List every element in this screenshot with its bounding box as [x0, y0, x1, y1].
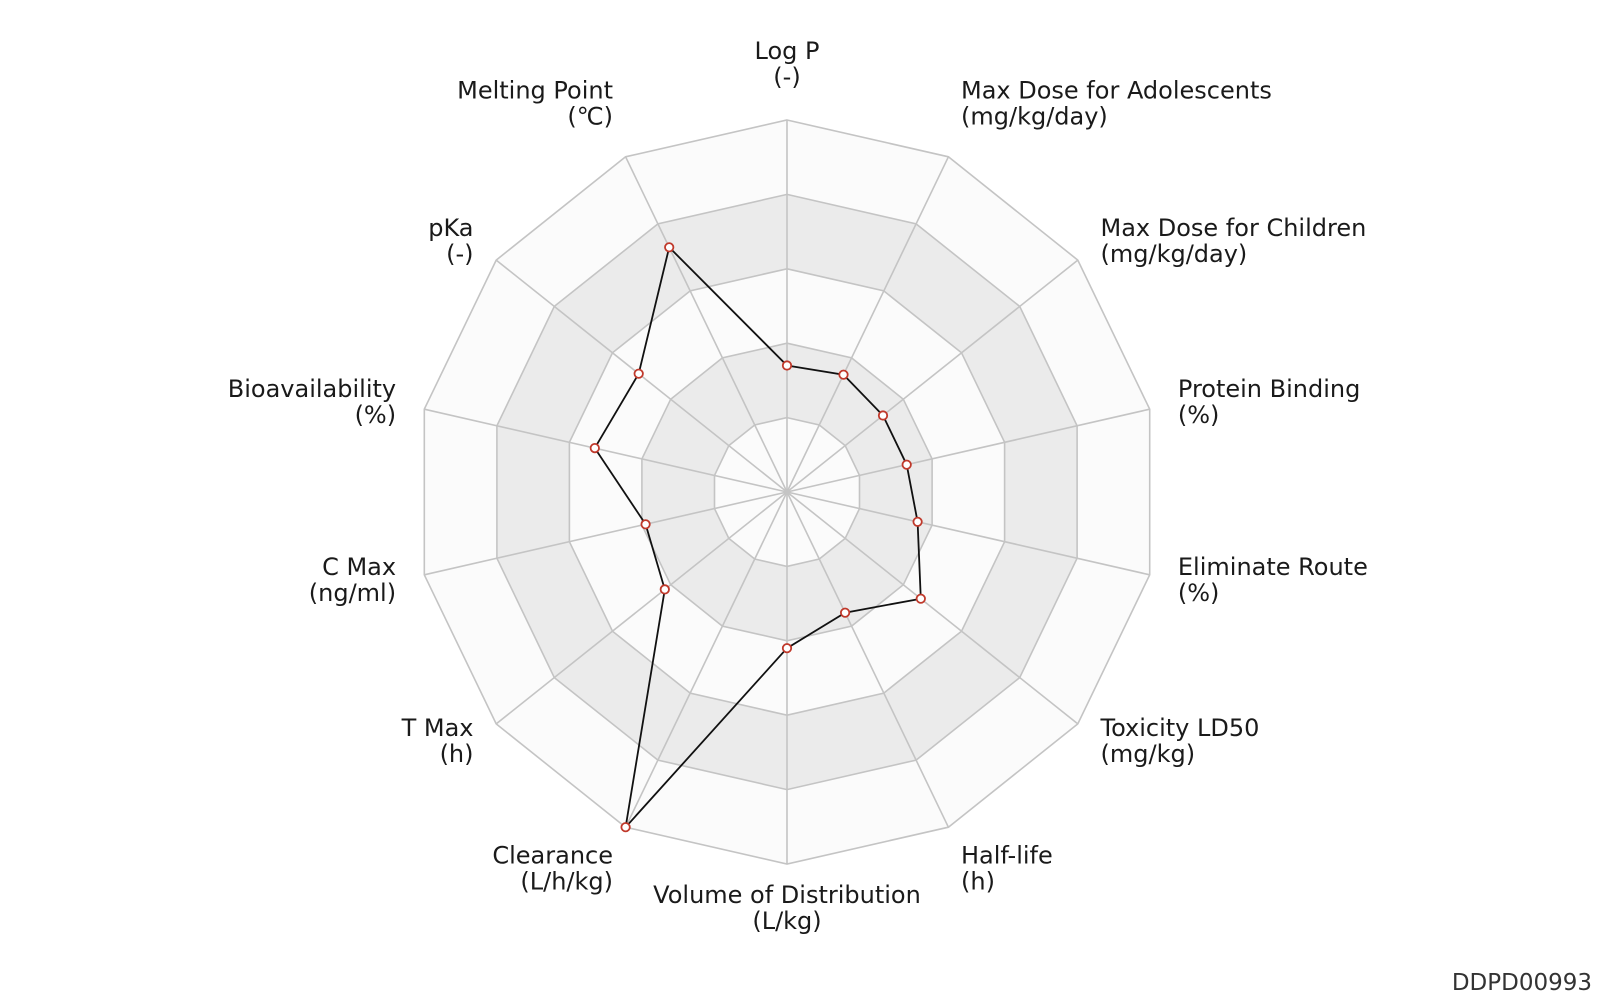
spoke-6 [786, 491, 950, 828]
spoke-9 [495, 491, 788, 725]
spoke-11 [424, 408, 788, 493]
data-point-11 [589, 442, 600, 454]
data-point-7 [781, 643, 793, 654]
axis-label: Toxicity LD50 [1100, 714, 1260, 742]
data-point-1 [838, 369, 849, 380]
axis-label: Max Dose for Adolescents [961, 77, 1272, 105]
data-point-12 [633, 368, 644, 379]
data-point-6 [839, 607, 851, 618]
spoke-3 [786, 408, 1150, 493]
data-point-3 [901, 459, 912, 470]
axis-unit-label: (L/h/kg) [520, 867, 613, 895]
axis-label: Log P [755, 37, 820, 65]
data-point-5 [915, 593, 926, 604]
axis-label: Clearance [492, 841, 613, 869]
spoke-5 [786, 491, 1079, 725]
axis-label: C Max [322, 553, 396, 581]
axis-unit-label: (mg/kg/day) [961, 103, 1108, 131]
spoke-4 [786, 491, 1150, 576]
axis-unit-label: (mg/kg) [1101, 740, 1196, 768]
data-point-0 [781, 360, 793, 371]
axis-label: Half-life [961, 841, 1053, 869]
axis-unit-label: (mg/kg/day) [1101, 240, 1248, 268]
axis-label: Bioavailability [228, 375, 396, 403]
axis-label: pKa [428, 214, 473, 242]
axis-label: Melting Point [457, 77, 613, 105]
spoke-2 [786, 259, 1079, 493]
data-point-8 [620, 822, 631, 833]
axis-label: Protein Binding [1178, 375, 1360, 403]
data-point-4 [912, 516, 923, 527]
data-point-10 [640, 519, 651, 530]
axis-unit-label: (h) [961, 867, 995, 895]
axis-label: Volume of Distribution [653, 881, 921, 909]
axis-label: Max Dose for Children [1101, 214, 1367, 242]
axis-label: Eliminate Route [1178, 553, 1368, 581]
spoke-10 [424, 491, 788, 576]
axis-unit-label: (-) [446, 240, 473, 268]
data-point-13 [664, 242, 675, 253]
axis-unit-label: (℃) [567, 103, 613, 131]
spoke-8 [624, 491, 788, 828]
data-point-2 [877, 410, 889, 421]
axis-unit-label: (%) [1178, 579, 1220, 607]
axis-unit-label: (h) [440, 740, 474, 768]
spoke-1 [786, 156, 950, 493]
axis-unit-label: (ng/ml) [309, 579, 396, 607]
axis-unit-label: (L/kg) [752, 907, 821, 935]
spoke-13 [624, 156, 788, 493]
axis-unit-label: (-) [773, 63, 800, 91]
axis-unit-label: (%) [1178, 401, 1220, 429]
axis-label: T Max [401, 714, 474, 742]
data-point-9 [659, 584, 670, 595]
chart-id-label: DDPD00993 [1451, 970, 1592, 996]
axis-unit-label: (%) [355, 401, 397, 429]
